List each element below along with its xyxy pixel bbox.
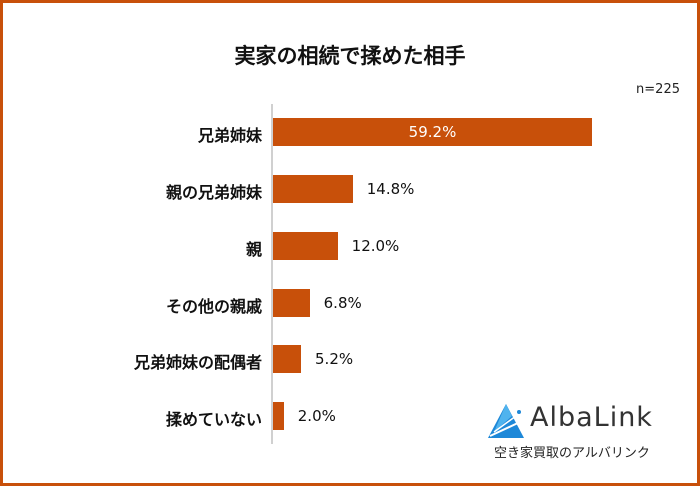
category-label: 兄弟姉妹の配偶者 [133,353,262,372]
value-label: 14.8% [366,180,415,198]
brand-name: AlbaLink [530,402,653,433]
bar [273,402,284,430]
bar [273,289,310,317]
value-label: 12.0% [351,237,400,255]
category-label: 揉めていない [165,410,262,429]
bar [273,345,302,373]
bar-row: 揉めていない 2.0% [0,402,700,432]
value-label: 59.2% [408,123,457,141]
value-label: 6.8% [323,294,362,312]
value-label: 5.2% [315,350,354,368]
bar [273,232,338,260]
category-label: その他の親戚 [165,297,262,316]
bar-row: 兄弟姉妹の配偶者 5.2% [0,345,700,375]
albalink-triangle-icon [488,404,524,438]
bar [273,175,353,203]
bar-row: 親の兄弟姉妹 14.8% [0,175,700,205]
chart-title: 実家の相続で揉めた相手 [234,44,466,68]
bar [273,118,592,146]
category-label: 兄弟姉妹 [197,126,262,145]
y-axis-line [271,104,273,444]
sample-size: n=225 [636,82,680,97]
bar-row: 親 12.0% [0,232,700,262]
category-label: 親の兄弟姉妹 [165,183,262,202]
category-label: 親 [245,240,262,259]
albalink-logo: AlbaLink 空き家買取のアルバリンク [486,402,682,464]
value-label: 2.0% [297,407,336,425]
brand-tagline: 空き家買取のアルバリンク [494,446,650,461]
bar-row: その他の親戚 6.8% [0,289,700,319]
bar-row: 兄弟姉妹 59.2% [0,118,700,148]
